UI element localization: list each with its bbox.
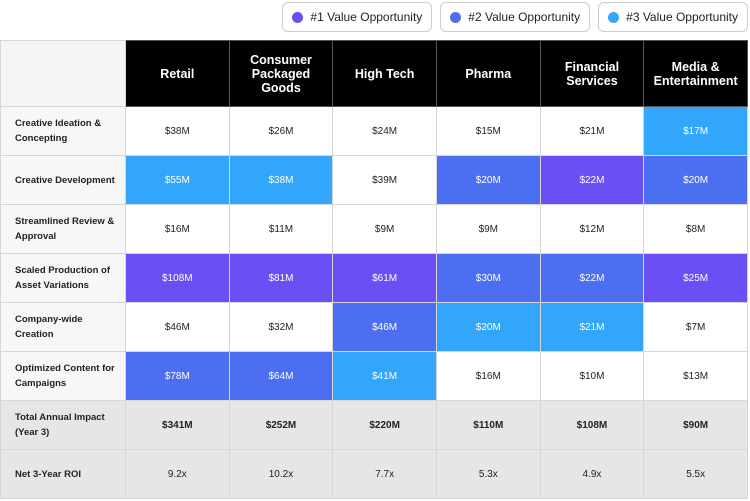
value-cell: $9M	[332, 204, 437, 254]
value-cell: $21M	[539, 302, 645, 352]
legend-item: #3 Value Opportunity	[598, 2, 748, 32]
table-row: Company-wide Creation $46M $32M $46M $20M $21…	[0, 302, 748, 352]
value-cell: $15M	[435, 106, 541, 156]
value-cell: $20M	[435, 302, 541, 352]
value-cell: $81M	[228, 253, 334, 303]
value-cell: $10M	[539, 351, 645, 401]
table-body: Creative Ideation & Concepting $38M $26M $2…	[0, 106, 748, 499]
column-header: High Tech	[332, 40, 437, 107]
value-cell: $32M	[228, 302, 334, 352]
value-cell: $30M	[435, 253, 541, 303]
table-row: Optimized Content for Campaigns $78M $64M $…	[0, 351, 748, 401]
value-cell: $46M	[332, 302, 437, 352]
column-header: Consumer Packaged Goods	[228, 40, 334, 107]
value-cell: 10.2x	[228, 449, 334, 499]
legend-dot	[608, 11, 620, 23]
value-cell: $108M	[539, 400, 645, 450]
value-cell: $39M	[332, 155, 437, 205]
legend-dot	[292, 11, 304, 23]
value-cell: $78M	[125, 351, 230, 401]
column-header: Financial Services	[539, 40, 645, 107]
value-cell: $11M	[228, 204, 334, 254]
value-cell: $9M	[435, 204, 541, 254]
value-cell: $38M	[125, 106, 230, 156]
column-header: Media & Entertainment	[643, 40, 748, 107]
value-cell: $55M	[125, 155, 230, 205]
value-cell: 5.5x	[643, 449, 748, 499]
table-row: Net 3-Year ROI 9.2x 10.2x 7.7x 5.3x 4.9x 5.5x	[0, 449, 748, 499]
value-cell: $22M	[539, 253, 645, 303]
row-label: Total Annual Impact (Year 3)	[0, 400, 126, 450]
value-cell: $20M	[435, 155, 541, 205]
value-cell: $220M	[332, 400, 437, 450]
value-cell: $252M	[228, 400, 334, 450]
value-cell: $108M	[125, 253, 230, 303]
value-cell: $7M	[643, 302, 748, 352]
value-cell: $22M	[539, 155, 645, 205]
header-row: Retail Consumer Packaged Goods High Tech Ph…	[0, 40, 748, 107]
row-label: Company-wide Creation	[0, 302, 126, 352]
row-label: Creative Development	[0, 155, 126, 205]
legend-item: #2 Value Opportunity	[440, 2, 591, 32]
row-label: Optimized Content for Campaigns	[0, 351, 126, 401]
value-cell: $12M	[539, 204, 645, 254]
table-row: Creative Development $55M $38M $39M $20M $22M…	[0, 155, 748, 205]
table-row: Scaled Production of Asset Variations $10…	[0, 253, 748, 303]
value-cell: $38M	[228, 155, 334, 205]
table-row: Streamlined Review & Approval $16M $11M $9M…	[0, 204, 748, 254]
legend-item: #1 Value Opportunity	[282, 2, 433, 32]
value-cell: $8M	[643, 204, 748, 254]
value-cell: 7.7x	[332, 449, 437, 499]
table-row: Creative Ideation & Concepting $38M $26M $2…	[0, 106, 748, 156]
value-cell: 9.2x	[125, 449, 230, 499]
value-cell: 5.3x	[435, 449, 541, 499]
value-cell: $341M	[125, 400, 230, 450]
value-cell: $61M	[332, 253, 437, 303]
row-label: Scaled Production of Asset Variations	[0, 253, 126, 303]
value-cell: $21M	[539, 106, 645, 156]
corner-cell	[0, 40, 126, 107]
column-header: Retail	[125, 40, 230, 107]
value-cell: $20M	[643, 155, 748, 205]
legend: #1 Value Opportunity #2 Value Opportunity…	[282, 2, 748, 32]
value-cell: $41M	[332, 351, 437, 401]
value-cell: 4.9x	[539, 449, 645, 499]
value-cell: $16M	[125, 204, 230, 254]
value-cell: $24M	[332, 106, 437, 156]
value-cell: $26M	[228, 106, 334, 156]
legend-label: #2 Value Opportunity	[468, 10, 581, 24]
value-table: Retail Consumer Packaged Goods High Tech Ph…	[0, 40, 748, 499]
value-cell: $46M	[125, 302, 230, 352]
table-row: Total Annual Impact (Year 3) $341M $252M $2…	[0, 400, 748, 450]
row-label: Creative Ideation & Concepting	[0, 106, 126, 156]
value-cell: $13M	[643, 351, 748, 401]
value-cell: $16M	[435, 351, 541, 401]
value-cell: $64M	[228, 351, 334, 401]
value-cell: $25M	[643, 253, 748, 303]
row-label: Streamlined Review & Approval	[0, 204, 126, 254]
row-label: Net 3-Year ROI	[0, 449, 126, 499]
legend-label: #3 Value Opportunity	[626, 10, 738, 24]
legend-label: #1 Value Opportunity	[310, 10, 423, 24]
value-cell: $90M	[643, 400, 748, 450]
legend-dot	[450, 11, 462, 23]
value-cell: $17M	[643, 106, 748, 156]
value-cell: $110M	[435, 400, 541, 450]
column-header: Pharma	[435, 40, 541, 107]
